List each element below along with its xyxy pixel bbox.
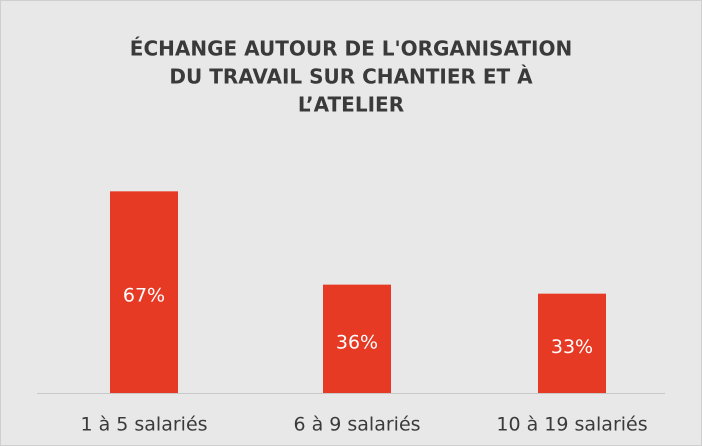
x-tick-label: 1 à 5 salariés: [80, 414, 207, 436]
bar: [323, 284, 391, 393]
value-label: 33%: [551, 336, 593, 358]
value-label: 67%: [123, 285, 165, 307]
bar: [538, 293, 606, 393]
value-label: 36%: [336, 331, 378, 353]
x-tick-label: 10 à 19 salariés: [496, 414, 647, 436]
chart-title: DU TRAVAIL SUR CHANTIER ET À: [169, 65, 533, 89]
x-tick-label: 6 à 9 salariés: [293, 414, 420, 436]
chart-title: ÉCHANGE AUTOUR DE L'ORGANISATION: [130, 37, 572, 61]
chart-title: L’ATELIER: [298, 93, 404, 117]
bar: [110, 191, 178, 393]
